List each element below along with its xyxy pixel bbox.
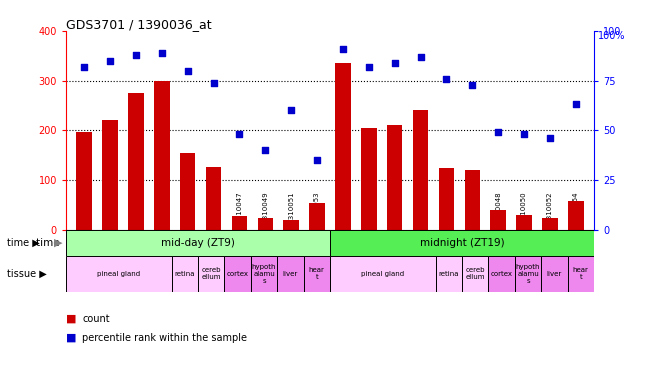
Bar [335,63,350,230]
Bar [541,256,568,292]
Bar [180,153,195,230]
Point [364,63,374,70]
Bar [251,256,277,292]
Point [493,129,504,136]
Text: liver: liver [546,271,562,277]
Bar [206,167,221,230]
Bar [283,220,299,230]
Point [156,50,167,56]
Text: ■: ■ [66,333,77,343]
Point [519,131,529,137]
Bar [128,93,144,230]
Bar [224,256,251,292]
Bar [198,256,224,292]
Text: liver: liver [282,271,298,277]
Point [182,68,193,74]
Text: retina: retina [438,271,459,277]
Bar [488,256,515,292]
Bar [330,230,594,256]
Bar [436,256,462,292]
Bar [304,256,330,292]
Point [389,60,400,66]
Text: time: time [36,238,63,248]
Bar [77,132,92,230]
Text: ■: ■ [66,314,77,324]
Text: 100%: 100% [598,31,626,41]
Text: cortex: cortex [226,271,249,277]
Bar [465,170,480,230]
Text: percentile rank within the sample: percentile rank within the sample [82,333,248,343]
Bar [462,256,488,292]
Point [312,157,322,163]
Text: tissue ▶: tissue ▶ [7,269,46,279]
Text: hypoth
alamu
s: hypoth alamu s [515,264,541,284]
Text: retina: retina [174,271,195,277]
Text: cereb
ellum: cereb ellum [201,267,221,280]
Text: hear
t: hear t [573,267,589,280]
Bar [439,168,454,230]
Text: pineal gland: pineal gland [361,271,405,277]
Point [79,63,89,70]
Bar [568,256,594,292]
Point [441,76,451,82]
Point [415,53,426,60]
Text: pineal gland: pineal gland [97,271,141,277]
Point [234,131,245,137]
Text: cereb
ellum: cereb ellum [465,267,485,280]
Point [286,108,296,114]
Bar [277,256,304,292]
Bar [516,215,532,230]
Point [544,135,555,141]
Text: time ▶: time ▶ [7,238,40,248]
Bar [66,230,330,256]
Bar [515,256,541,292]
Bar [232,216,248,230]
Bar [172,256,198,292]
Text: mid-day (ZT9): mid-day (ZT9) [161,238,235,248]
Point [131,51,141,58]
Bar [568,201,583,230]
Point [571,101,581,108]
Text: GDS3701 / 1390036_at: GDS3701 / 1390036_at [66,18,212,31]
Bar [102,121,117,230]
Bar [543,218,558,230]
Bar [257,218,273,230]
Bar [66,256,172,292]
Point [105,58,115,64]
Point [209,79,219,86]
Text: cortex: cortex [490,271,513,277]
Bar [361,128,377,230]
Point [260,147,271,153]
Text: hear
t: hear t [309,267,325,280]
Bar [330,256,436,292]
Point [338,46,348,52]
Text: count: count [82,314,110,324]
Bar [154,81,170,230]
Bar [490,210,506,230]
Point [467,81,478,88]
Text: ▶: ▶ [54,238,63,248]
Text: hypoth
alamu
s: hypoth alamu s [251,264,277,284]
Bar [387,126,403,230]
Bar [412,111,428,230]
Bar [310,203,325,230]
Text: midnight (ZT19): midnight (ZT19) [420,238,504,248]
